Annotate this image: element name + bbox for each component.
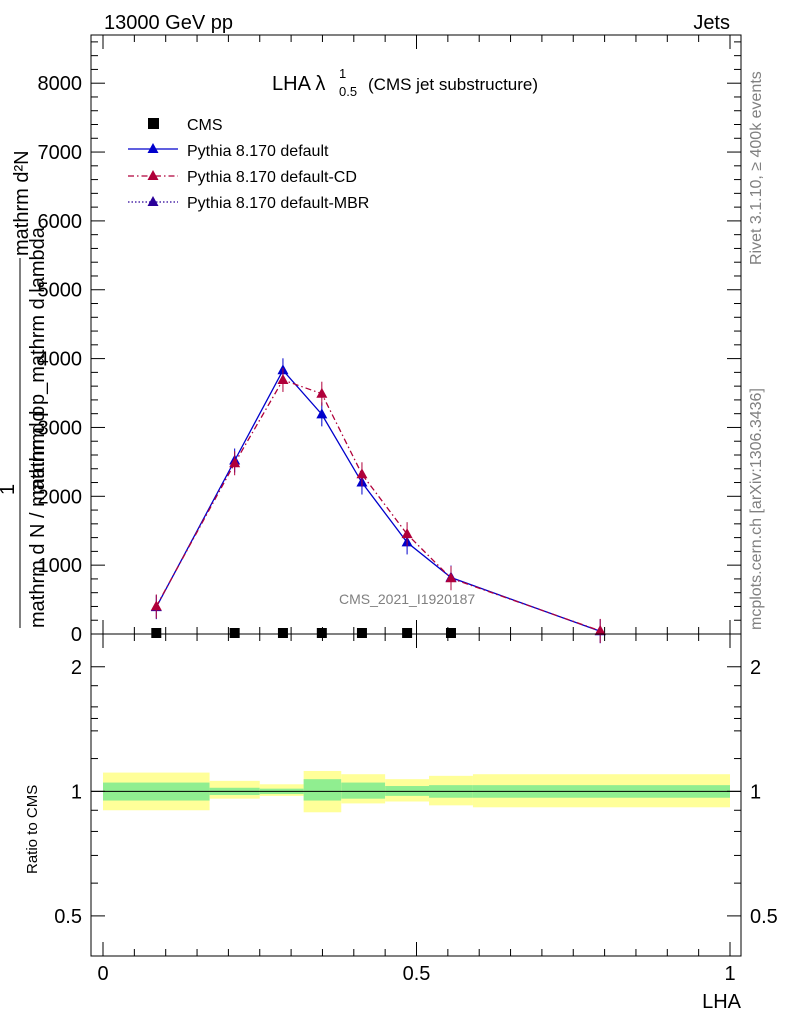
series-marker-1 xyxy=(316,408,328,419)
series-marker-2 xyxy=(445,572,457,583)
rivet-label: Rivet 3.1.10, ≥ 400k events xyxy=(748,71,765,265)
main-ylabel: mathrm d²N mathrm d p_mathrm d lambda 1 … xyxy=(0,150,49,628)
legend-label-cd: Pythia 8.170 default-CD xyxy=(187,169,357,186)
cms-data-point xyxy=(356,628,367,638)
series-marker-2 xyxy=(316,387,328,398)
main-y-tick-label: 7000 xyxy=(38,142,83,164)
legend-marker-cms xyxy=(148,118,159,129)
cms-data-point xyxy=(277,628,288,638)
title-rest: (CMS jet substructure) xyxy=(368,75,538,94)
series-marker-2 xyxy=(277,373,289,384)
ratio-y-tick-label-right: 1 xyxy=(750,781,761,803)
ratio-x-ticks: 0 0.5 1 xyxy=(97,634,736,985)
main-y-tick-label: 6000 xyxy=(38,211,83,233)
cms-data-point xyxy=(229,628,240,638)
main-y-tick-label: 8000 xyxy=(38,73,83,95)
main-y-tick-label: 4000 xyxy=(38,349,83,371)
legend-label-cms: CMS xyxy=(187,117,223,134)
ratio-y-tick-label: 0.5 xyxy=(54,906,82,928)
cms-data-point xyxy=(445,628,456,638)
x-tick-label: 0 xyxy=(97,963,108,985)
ratio-y-tick-label-right: 0.5 xyxy=(750,906,778,928)
legend: CMS Pythia 8.170 default Pythia 8.170 de… xyxy=(128,117,369,212)
main-y-tick-label: 5000 xyxy=(38,280,83,302)
ylabel-num: 1 xyxy=(0,484,19,495)
title-sub: 0.5 xyxy=(339,84,357,99)
main-y-tick-label: 0 xyxy=(71,624,82,646)
legend-label-default: Pythia 8.170 default xyxy=(187,143,329,160)
ratio-y-ticks: 0.5 0.5 1 1 2 2 xyxy=(54,657,778,928)
ylabel-den: mathrm d N / mathrm d p xyxy=(27,406,49,628)
title-sup: 1 xyxy=(339,66,346,81)
main-x-ticks xyxy=(102,35,731,634)
legend-label-mbr: Pythia 8.170 default-MBR xyxy=(187,195,369,212)
ratio-band-inner xyxy=(303,779,342,801)
cms-data-point xyxy=(316,628,327,638)
header-left: 13000 GeV pp xyxy=(104,12,233,34)
series-marker-2 xyxy=(229,457,241,468)
x-tick-label: 1 xyxy=(724,963,735,985)
mcplots-label: mcplots.cern.ch [arXiv:1306.3436] xyxy=(748,388,765,630)
ylabel-top: mathrm d²N xyxy=(11,150,33,256)
plot-title: LHA λ 1 0.5 (CMS jet substructure) xyxy=(272,66,538,99)
x-tick-label: 0.5 xyxy=(403,963,431,985)
ratio-y-tick-label: 2 xyxy=(71,657,82,679)
legend-marker-default xyxy=(147,143,159,153)
main-y-ticks: 0 1000 2000 3000 4000 5000 6000 7000 8000 xyxy=(38,41,741,646)
cms-data-point xyxy=(151,628,162,638)
ylabel-mid: mathrm d p_mathrm d lambda xyxy=(27,226,49,495)
main-series xyxy=(150,358,606,644)
ratio-y-tick-label-right: 2 xyxy=(750,657,761,679)
series-marker-2 xyxy=(401,528,413,539)
main-y-tick-label: 3000 xyxy=(38,417,83,439)
ratio-y-tick-label: 1 xyxy=(71,781,82,803)
header-right: Jets xyxy=(693,12,730,34)
analysis-watermark: CMS_2021_I1920187 xyxy=(339,591,475,607)
main-y-tick-label: 2000 xyxy=(38,486,83,508)
series-marker-2 xyxy=(594,624,606,635)
ratio-ylabel: Ratio to CMS xyxy=(24,785,41,874)
ratio-band-inner xyxy=(341,782,386,799)
legend-marker-cd xyxy=(147,170,159,180)
title-main: LHA λ xyxy=(272,73,325,95)
main-y-tick-label: 1000 xyxy=(38,555,83,577)
series-line-2 xyxy=(155,379,601,632)
series-marker-2 xyxy=(356,468,368,479)
series-marker-2 xyxy=(150,600,162,611)
legend-marker-mbr xyxy=(147,196,159,206)
x-axis-label: LHA xyxy=(702,991,742,1013)
cms-data-point xyxy=(402,628,413,638)
